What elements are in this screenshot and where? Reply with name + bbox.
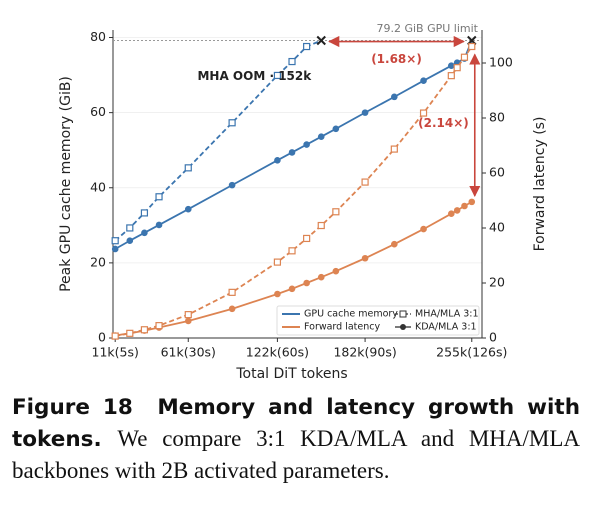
point bbox=[390, 145, 398, 153]
point bbox=[361, 254, 369, 262]
point bbox=[126, 237, 134, 245]
point bbox=[447, 72, 455, 80]
point bbox=[460, 53, 469, 61]
point bbox=[288, 57, 296, 66]
point bbox=[420, 225, 427, 233]
point bbox=[303, 279, 310, 287]
point bbox=[228, 288, 236, 296]
caption-text: We compare 3:1 KDA/MLA and MHA/MLA backb… bbox=[12, 426, 580, 483]
point bbox=[184, 317, 192, 325]
point bbox=[228, 119, 236, 127]
caption: Figure 18 Memory and latency growth with… bbox=[12, 392, 580, 487]
point bbox=[303, 234, 311, 243]
x-axis-label: Total DiT tokens bbox=[235, 366, 347, 382]
limit-label: 79.2 GiB GPU limit bbox=[376, 22, 478, 35]
point bbox=[273, 71, 282, 80]
oom-marker bbox=[316, 35, 326, 46]
oom-stroke bbox=[316, 35, 326, 46]
legend-label: GPU cache memory bbox=[304, 309, 398, 320]
series-line bbox=[115, 45, 473, 337]
point bbox=[273, 258, 282, 266]
legend-marker bbox=[400, 324, 406, 330]
point bbox=[140, 326, 149, 334]
y2-tick-label: 20 bbox=[489, 275, 505, 290]
point bbox=[420, 77, 427, 85]
point bbox=[361, 109, 369, 116]
x-tick-label: 61k(30s) bbox=[161, 345, 216, 360]
point bbox=[141, 229, 148, 237]
point bbox=[317, 221, 325, 230]
point bbox=[184, 311, 192, 319]
point bbox=[468, 198, 476, 206]
point bbox=[461, 202, 468, 210]
point bbox=[155, 322, 163, 330]
point bbox=[111, 237, 119, 245]
point bbox=[288, 285, 296, 293]
y-axis-label: Peak GPU cache memory (GiB) bbox=[58, 76, 74, 292]
point bbox=[453, 207, 461, 214]
point bbox=[332, 267, 340, 275]
point bbox=[140, 209, 149, 217]
x-tick-label: 255k(126s) bbox=[436, 345, 507, 360]
point bbox=[303, 42, 311, 51]
y2-tick-label: 0 bbox=[489, 330, 497, 345]
x-tick-label: 182k(90s) bbox=[333, 345, 396, 360]
caption-label: Figure 18 bbox=[12, 395, 133, 420]
point bbox=[391, 240, 398, 248]
y2-tick-label: 100 bbox=[489, 55, 513, 70]
y2-tick-label: 40 bbox=[489, 220, 505, 235]
caption-title: Memory and latency growth with tokens. bbox=[12, 395, 580, 452]
y2-tick-label: 60 bbox=[489, 165, 505, 180]
annotation: (1.68×) bbox=[371, 52, 422, 66]
point bbox=[317, 273, 325, 281]
point bbox=[391, 93, 398, 101]
point bbox=[419, 109, 428, 117]
point bbox=[468, 42, 476, 51]
x-tick-label: 122k(60s) bbox=[246, 345, 309, 360]
x-tick-label: 11k(5s) bbox=[92, 345, 139, 360]
point bbox=[332, 208, 340, 216]
chart: Total DiT tokens Peak GPU cache memory (… bbox=[58, 22, 548, 382]
legend-label: Forward latency bbox=[304, 322, 380, 333]
y-tick-label: 20 bbox=[90, 254, 106, 269]
y2-axis-label: Forward latency (s) bbox=[532, 117, 548, 252]
point bbox=[155, 221, 163, 229]
y2-tick-label: 80 bbox=[489, 110, 505, 125]
annotation: (2.14×) bbox=[418, 116, 469, 130]
point bbox=[288, 149, 296, 156]
point bbox=[288, 247, 296, 255]
point bbox=[317, 133, 325, 140]
point bbox=[274, 290, 281, 298]
point bbox=[126, 329, 134, 337]
point bbox=[126, 224, 134, 232]
point bbox=[111, 332, 119, 340]
y-tick-label: 80 bbox=[90, 29, 106, 44]
point bbox=[303, 141, 310, 148]
point bbox=[184, 205, 192, 213]
point bbox=[155, 193, 163, 201]
legend-box bbox=[276, 305, 480, 336]
point bbox=[228, 181, 236, 189]
point bbox=[332, 125, 340, 133]
y-tick-label: 60 bbox=[90, 104, 106, 119]
point bbox=[111, 245, 119, 253]
legend-marker bbox=[399, 310, 407, 318]
point bbox=[228, 305, 236, 313]
point bbox=[184, 164, 192, 172]
y-tick-label: 40 bbox=[90, 179, 106, 194]
point bbox=[274, 157, 281, 164]
point bbox=[448, 62, 455, 69]
y-tick-label: 0 bbox=[98, 330, 106, 345]
point bbox=[448, 210, 455, 217]
legend-label: MHA/MLA 3:1 bbox=[415, 309, 479, 320]
point bbox=[453, 64, 461, 72]
point bbox=[361, 178, 369, 186]
annotation: MHA OOM · 152k bbox=[197, 69, 312, 83]
legend-label: KDA/MLA 3:1 bbox=[415, 322, 477, 333]
